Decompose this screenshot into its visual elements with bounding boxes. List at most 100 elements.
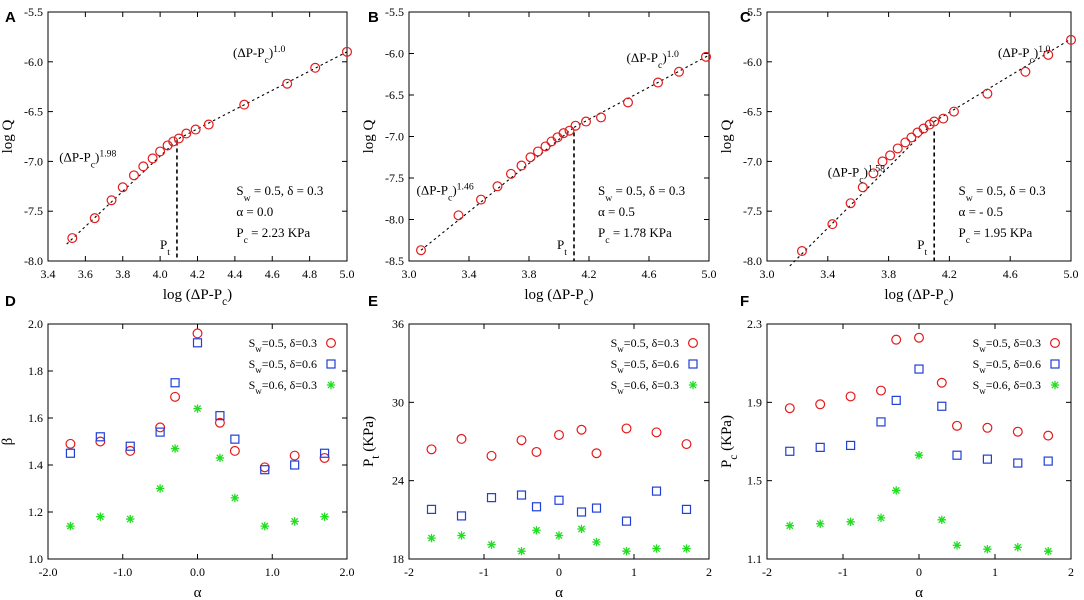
data-point	[576, 424, 587, 435]
x-tick-label: 1	[631, 565, 637, 579]
x-tick-label: 3.4	[462, 267, 477, 281]
y-axis-label: β	[0, 438, 16, 446]
data-point	[554, 495, 564, 505]
x-tick-label: -2	[762, 565, 772, 579]
data-point	[125, 445, 136, 456]
data-point	[785, 446, 795, 456]
data-point	[937, 515, 946, 525]
data-point	[982, 454, 993, 464]
y-tick-label: 2.3	[747, 317, 762, 331]
series-1	[784, 332, 1054, 441]
data-point	[885, 150, 896, 161]
data-point	[531, 446, 542, 457]
data-point	[1013, 458, 1023, 468]
y-tick-label: -5.5	[385, 5, 404, 19]
data-point	[621, 423, 632, 434]
power-law-label: (ΔP-Pc)1.0	[233, 43, 285, 65]
x-tick-label: -1.0	[113, 565, 132, 579]
x-tick-label: 4.4	[227, 267, 242, 281]
data-point	[913, 332, 924, 343]
y-tick-label: 24	[392, 474, 404, 488]
data-point	[516, 490, 527, 500]
data-point	[1013, 543, 1022, 552]
data-point	[342, 46, 353, 57]
data-point	[558, 128, 569, 139]
data-point	[170, 391, 181, 402]
series-2	[426, 486, 692, 526]
data-point	[553, 429, 564, 440]
x-axis-label: α	[555, 585, 563, 600]
x-tick-label: 2	[1068, 565, 1074, 579]
data-point	[67, 233, 78, 244]
x-tick-label: 0.0	[190, 565, 205, 579]
y-tick-label: -7.5	[743, 204, 762, 218]
data-point	[1020, 66, 1031, 77]
data-point	[170, 444, 180, 453]
panel-c: C 3.0 3.4 3.8 4.2 4.6 5.0 -8.0 -7.5 -7.0 -6.5 -6.0 -…	[719, 5, 1079, 308]
x-tick-label: 4.6	[265, 267, 280, 281]
y-tick-label: -7.0	[743, 154, 762, 168]
x-tick-label: -2	[404, 565, 414, 579]
param-text: Sw = 0.5, δ = 0.3	[959, 183, 1046, 204]
y-tick-label: 36	[392, 317, 404, 331]
y-tick-label: -6.5	[743, 105, 762, 119]
pt-marker-label: Pt	[917, 237, 927, 258]
legend-marker	[688, 359, 698, 369]
data-point	[192, 328, 203, 339]
data-point	[290, 460, 300, 470]
y-tick-label: -8.0	[24, 254, 43, 268]
x-tick-label: -1	[838, 565, 848, 579]
data-point	[532, 146, 543, 157]
param-text: Pc = 2.23 KPa	[236, 225, 310, 246]
data-point	[540, 141, 551, 152]
param-text: Pc = 1.78 KPa	[598, 225, 672, 246]
data-point	[155, 427, 165, 437]
data-point	[868, 168, 879, 179]
x-axis-label: α	[194, 585, 202, 600]
data-point	[983, 545, 992, 554]
y-tick-label: -6.5	[385, 88, 404, 102]
data-point	[554, 531, 564, 540]
y-tick-label: -6.0	[24, 55, 43, 69]
data-point	[951, 420, 962, 431]
panel-f: F -2 -1 0 1 2 1.1 1.5 1.9 2.3 α Pc (KPa) Sw=0.5, δ=0…	[719, 293, 1074, 600]
data-point	[952, 541, 962, 550]
data-point	[89, 213, 100, 224]
data-point	[982, 422, 993, 433]
panel-a: A 3.4 3.6 3.8 4.0 4.2 4.4 4.6 4.8 5.0 -8.0 -7.5 -7.0…	[0, 5, 355, 308]
series-3	[66, 404, 329, 531]
data-point	[546, 136, 557, 147]
data-point	[96, 512, 105, 521]
data-point	[230, 434, 240, 444]
legend-marker	[1050, 359, 1060, 369]
data-point	[876, 513, 886, 523]
x-tick-label: 5.0	[702, 267, 717, 281]
x-tick-label: 4.2	[582, 267, 597, 281]
data-point	[320, 512, 329, 521]
legend-label: Sw=0.6, δ=0.3	[249, 378, 317, 396]
y-tick-label: 1.5	[747, 474, 762, 488]
legend-label: Sw=0.5, δ=0.3	[973, 336, 1041, 354]
y-tick-label: -8.5	[385, 254, 404, 268]
data-point	[784, 403, 795, 414]
data-point	[260, 521, 269, 531]
data-point	[595, 112, 606, 123]
legend-marker	[326, 359, 336, 369]
data-point	[552, 132, 563, 143]
data-point	[1065, 34, 1076, 45]
series-2	[65, 338, 330, 475]
data-point	[846, 517, 855, 526]
legend-label: Sw=0.5, δ=0.6	[611, 357, 679, 375]
x-axis-label: log (ΔP-Pc)	[163, 287, 232, 308]
y-tick-label: -7.0	[24, 154, 43, 168]
x-tick-label: 3.4	[41, 267, 56, 281]
y-axis-label: log Q	[719, 119, 735, 153]
y-tick-label: 1.0	[28, 552, 43, 566]
data-point	[982, 88, 993, 99]
legend-marker	[326, 380, 336, 390]
legend-marker	[687, 338, 698, 349]
data-point	[682, 544, 691, 553]
data-point	[651, 427, 662, 438]
y-tick-label: 30	[392, 395, 404, 409]
